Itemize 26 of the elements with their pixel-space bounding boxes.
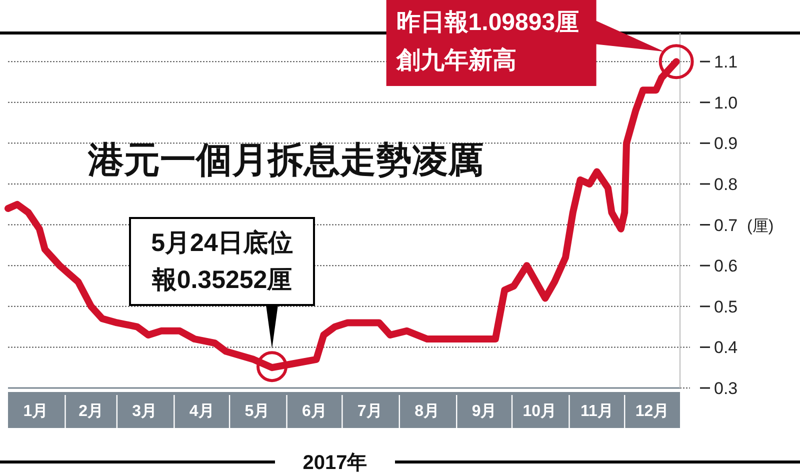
y-tick-label: 0.5 xyxy=(714,297,738,316)
x-tick-label: 12月 xyxy=(635,403,670,420)
text: 港元一個月拆息走勢凌厲 xyxy=(87,139,484,180)
x-tick-label: 5月 xyxy=(244,403,270,420)
y-tick-label: 0.6 xyxy=(714,256,738,276)
y-axis-title: (厘) xyxy=(747,218,774,235)
y-tick-label: 0.3 xyxy=(714,379,738,398)
x-tick-label: 11月 xyxy=(580,403,614,420)
x-tick-label: 7月 xyxy=(357,403,382,420)
y-tick-label: 0.9 xyxy=(714,134,738,154)
x-tick-label: 1月 xyxy=(23,403,48,420)
y-tick-label: 1.1 xyxy=(714,52,738,72)
x-tick-label: 9月 xyxy=(472,403,497,420)
x-tick-label: 3月 xyxy=(132,403,158,420)
x-tick-label: 6月 xyxy=(302,403,327,420)
x-tick-label: 4月 xyxy=(189,403,214,420)
x-tick-label: 2月 xyxy=(78,403,104,420)
annotation: 5月24日底位報0.35252厘 xyxy=(150,229,293,294)
y-tick-label: 0.8 xyxy=(714,174,738,194)
y-tick-label: 0.4 xyxy=(714,338,738,358)
annotation: 昨日報1.09893厘創九年新高 xyxy=(395,9,580,74)
y-tick-label: 0.7 xyxy=(714,216,738,235)
x-tick-label: 8月 xyxy=(414,403,440,420)
x-axis-title: 2017年 xyxy=(302,452,368,473)
x-tick-label: 10月 xyxy=(522,403,557,420)
y-tick-label: 1.0 xyxy=(714,93,738,112)
